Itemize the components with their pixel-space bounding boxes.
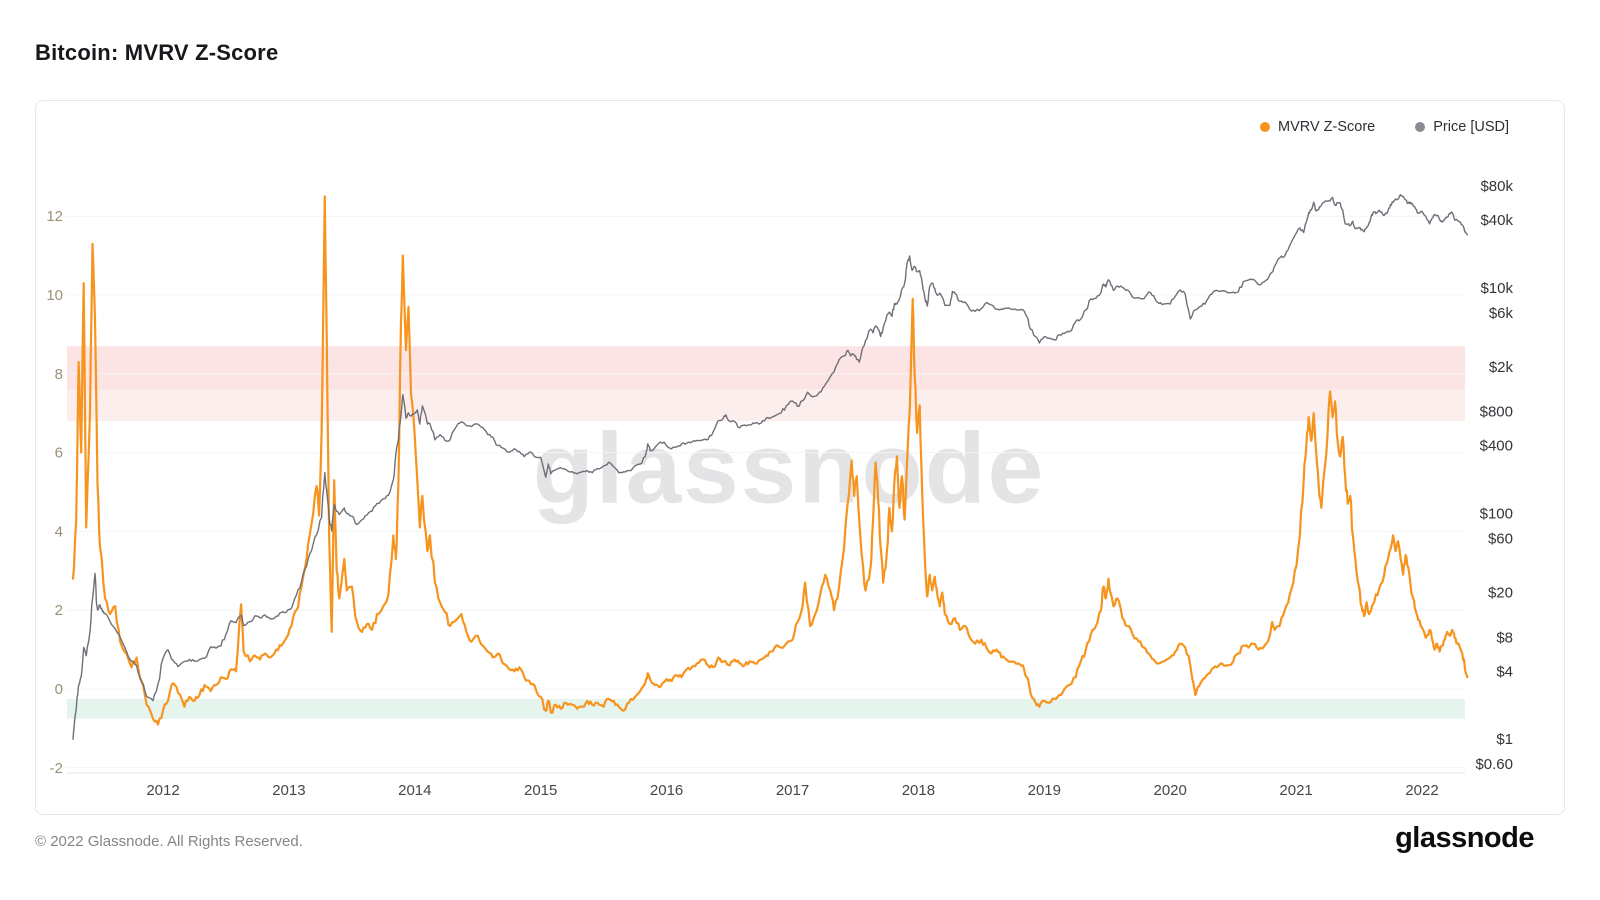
chart-card: glassnode -2 0 2 4 6 8 10 12 $80k $40k $10k $6k $2k $… bbox=[35, 100, 1565, 815]
legend-label: Price [USD] bbox=[1433, 119, 1509, 135]
svg-text:2015: 2015 bbox=[524, 782, 557, 799]
svg-text:10: 10 bbox=[46, 287, 63, 304]
svg-text:2016: 2016 bbox=[650, 782, 683, 799]
svg-text:$800: $800 bbox=[1480, 404, 1513, 421]
svg-text:2021: 2021 bbox=[1279, 782, 1312, 799]
svg-text:-2: -2 bbox=[50, 760, 63, 777]
svg-text:$20: $20 bbox=[1488, 584, 1513, 601]
svg-text:$4: $4 bbox=[1496, 663, 1513, 680]
svg-text:$6k: $6k bbox=[1489, 305, 1514, 322]
price-series-dot-icon bbox=[1415, 122, 1426, 132]
svg-text:$2k: $2k bbox=[1489, 359, 1514, 376]
chart-legend: MVRV Z-Score Price [USD] bbox=[1260, 119, 1509, 135]
svg-text:$40k: $40k bbox=[1480, 212, 1513, 229]
glassnode-logo: glassnode bbox=[1395, 822, 1534, 854]
svg-text:$60: $60 bbox=[1488, 531, 1513, 548]
chart-plot-area[interactable]: -2 0 2 4 6 8 10 12 $80k $40k $10k $6k $2k $800 $400 $10… bbox=[36, 101, 1564, 814]
svg-text:2: 2 bbox=[55, 602, 63, 619]
legend-item-mvrv-z-score[interactable]: MVRV Z-Score bbox=[1260, 119, 1375, 135]
svg-text:2014: 2014 bbox=[398, 782, 431, 799]
svg-text:2020: 2020 bbox=[1154, 782, 1187, 799]
page-title: Bitcoin: MVRV Z-Score bbox=[35, 40, 279, 65]
svg-text:12: 12 bbox=[46, 208, 63, 225]
svg-text:6: 6 bbox=[55, 445, 63, 462]
svg-text:$80k: $80k bbox=[1480, 178, 1513, 195]
legend-item-price-usd[interactable]: Price [USD] bbox=[1415, 119, 1509, 135]
svg-text:$8: $8 bbox=[1496, 629, 1513, 646]
svg-text:2019: 2019 bbox=[1028, 782, 1061, 799]
mvrv-series-dot-icon bbox=[1260, 122, 1271, 132]
svg-text:0: 0 bbox=[55, 681, 63, 698]
svg-text:2022: 2022 bbox=[1405, 782, 1438, 799]
svg-text:8: 8 bbox=[55, 366, 63, 383]
svg-text:2018: 2018 bbox=[902, 782, 935, 799]
watermark: glassnode bbox=[532, 412, 1046, 525]
svg-text:4: 4 bbox=[55, 523, 63, 540]
svg-text:2017: 2017 bbox=[776, 782, 809, 799]
svg-text:$1: $1 bbox=[1496, 731, 1513, 748]
svg-text:$400: $400 bbox=[1480, 438, 1513, 455]
svg-text:2013: 2013 bbox=[272, 782, 305, 799]
legend-label: MVRV Z-Score bbox=[1278, 119, 1376, 135]
svg-text:$10k: $10k bbox=[1480, 280, 1513, 297]
svg-text:2012: 2012 bbox=[146, 782, 179, 799]
svg-text:$0.60: $0.60 bbox=[1475, 756, 1513, 773]
svg-text:$100: $100 bbox=[1480, 506, 1513, 523]
copyright-text: © 2022 Glassnode. All Rights Reserved. bbox=[35, 833, 303, 850]
